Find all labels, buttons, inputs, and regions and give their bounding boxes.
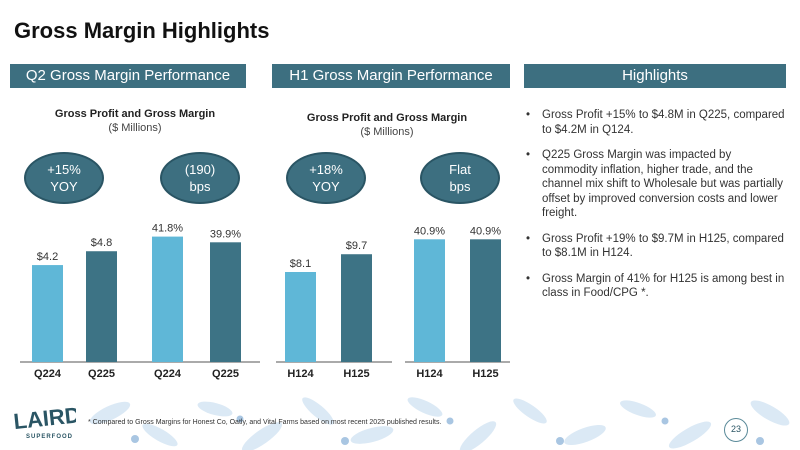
laird-superfood-logo: LAIRD SUPERFOOD bbox=[12, 402, 81, 447]
bar-value-label: 40.9% bbox=[414, 225, 445, 237]
bar bbox=[152, 236, 183, 362]
h1-panel-title-text: Gross Profit and Gross Margin bbox=[306, 112, 468, 124]
logo-wordmark: LAIRD bbox=[14, 404, 76, 434]
callout-line2: YOY bbox=[312, 179, 340, 194]
bar bbox=[285, 272, 316, 362]
category-tick-label: Q225 bbox=[212, 368, 239, 380]
bar bbox=[210, 242, 241, 362]
category-tick-label: Q225 bbox=[88, 368, 115, 380]
logo-tagline: SUPERFOOD bbox=[26, 434, 73, 440]
highlight-item: Gross Margin of 41% for H125 is among be… bbox=[524, 272, 786, 301]
q2-panel-title: Gross Profit and Gross Margin ($ Million… bbox=[10, 108, 260, 134]
callout-line1: +15% bbox=[47, 162, 81, 177]
category-tick-label: H124 bbox=[287, 368, 314, 380]
flower-pattern bbox=[131, 415, 764, 445]
laird-logo-mark: LAIRD SUPERFOOD bbox=[12, 402, 81, 440]
bar-charts: $4.2 Q224 $4.8 Q225 41.8% Q224 39.9% Q225 $8.1 H1… bbox=[20, 223, 510, 380]
bar-value-label: 40.9% bbox=[470, 225, 501, 237]
bar-value-label: $4.2 bbox=[37, 251, 58, 263]
callout-line1: +18% bbox=[309, 162, 343, 177]
h1-panel-subtitle: ($ Millions) bbox=[360, 126, 414, 138]
header-h1-performance: H1 Gross Margin Performance bbox=[272, 64, 510, 88]
bar bbox=[414, 239, 445, 362]
highlight-item: Gross Profit +19% to $9.7M in H125, comp… bbox=[524, 232, 786, 261]
callout-line2: YOY bbox=[50, 179, 78, 194]
callout-h1-gross-profit: +18% YOY bbox=[286, 152, 366, 204]
category-tick-label: H124 bbox=[416, 368, 443, 380]
callout-line1: (190) bbox=[184, 162, 216, 177]
bar bbox=[341, 254, 372, 362]
page-number: 23 bbox=[724, 418, 748, 442]
header-highlights: Highlights bbox=[524, 64, 786, 88]
callout-h1-gross-margin: Flat bps bbox=[420, 152, 500, 204]
page-title: Gross Margin Highlights bbox=[14, 18, 270, 43]
bar bbox=[32, 265, 63, 362]
category-tick-label: Q224 bbox=[34, 368, 62, 380]
category-tick-label: Q224 bbox=[154, 368, 182, 380]
callout-line2: bps bbox=[449, 179, 471, 194]
decorative-footer-pattern bbox=[0, 395, 800, 450]
bar bbox=[86, 251, 117, 362]
footnote: * Compared to Gross Margins for Honest C… bbox=[88, 419, 442, 426]
bar-value-label: 39.9% bbox=[210, 228, 241, 240]
q2-panel-title-text: Gross Profit and Gross Margin bbox=[54, 108, 216, 120]
highlight-item: Q225 Gross Margin was impacted by commod… bbox=[524, 148, 786, 221]
callout-q2-gross-margin: (190) bps bbox=[160, 152, 240, 204]
highlights-list: Gross Profit +15% to $4.8M in Q225, comp… bbox=[524, 108, 786, 312]
h1-panel-title: Gross Profit and Gross Margin ($ Million… bbox=[262, 112, 512, 138]
bar-value-label: $4.8 bbox=[91, 237, 112, 249]
bar-value-label: $9.7 bbox=[346, 240, 367, 252]
bar-value-label: 41.8% bbox=[152, 223, 183, 235]
category-tick-label: H125 bbox=[472, 368, 498, 380]
highlight-item: Gross Profit +15% to $4.8M in Q225, comp… bbox=[524, 108, 786, 137]
bar-value-label: $8.1 bbox=[290, 258, 311, 270]
callout-line2: bps bbox=[189, 179, 211, 194]
callout-q2-gross-profit: +15% YOY bbox=[24, 152, 104, 204]
bar bbox=[470, 239, 501, 362]
category-tick-label: H125 bbox=[343, 368, 369, 380]
header-q2-performance: Q2 Gross Margin Performance bbox=[10, 64, 246, 88]
callout-line1: Flat bbox=[449, 162, 471, 177]
q2-panel-subtitle: ($ Millions) bbox=[108, 122, 162, 134]
leaf-pattern bbox=[89, 397, 790, 450]
